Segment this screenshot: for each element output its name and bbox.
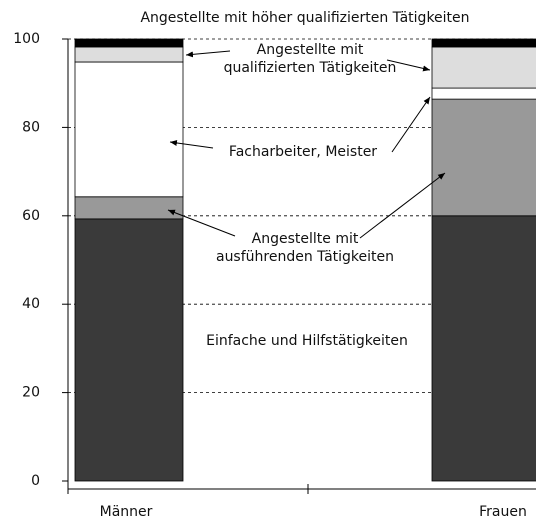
y-tick-label: 0: [31, 473, 40, 489]
arrow: [169, 139, 214, 149]
series-label: Facharbeiter, Meister: [228, 144, 378, 160]
y-tick-label: 40: [22, 296, 40, 312]
bar-segment: [431, 87, 536, 100]
x-tick-label: Männer: [100, 504, 153, 519]
arrow: [167, 209, 236, 237]
y-tick-label: 80: [22, 119, 40, 135]
bar-segment: [431, 46, 536, 89]
bar-segment: [74, 196, 184, 220]
bar-segment: [74, 218, 184, 482]
y-tick-label: 100: [13, 31, 40, 47]
series-label: Angestellte mit höher qualifizierten Tät…: [140, 10, 470, 26]
series-label: Angestellte mit qualifizierten Tätigkeit…: [223, 42, 397, 76]
x-tick-label: Frauen: [479, 504, 527, 519]
bar-segment: [74, 46, 184, 63]
series-label: Einfache und Hilfstätigkeiten: [206, 333, 408, 349]
arrow: [359, 172, 446, 239]
bar-segment: [431, 98, 536, 217]
arrow: [391, 96, 431, 153]
bar-segment: [431, 38, 536, 48]
arrow: [185, 50, 231, 58]
y-tick-label: 20: [22, 385, 40, 401]
series-label: Angestellte mit ausführenden Tätigkeiten: [215, 231, 395, 265]
arrow: [386, 59, 431, 72]
bar-segment: [74, 38, 184, 48]
bar-segment: [74, 61, 184, 198]
bar-segment: [431, 215, 536, 482]
y-tick-label: 60: [22, 208, 40, 224]
